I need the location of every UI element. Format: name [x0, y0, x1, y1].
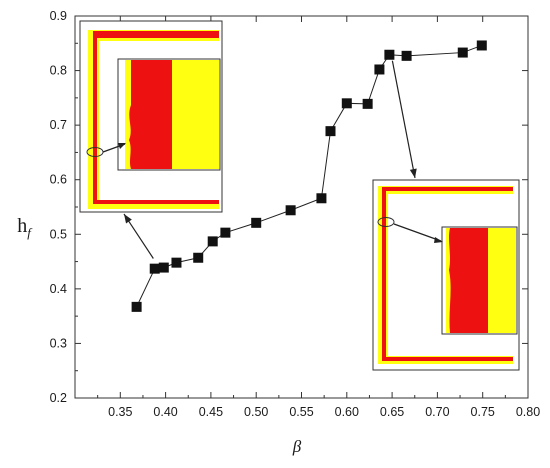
arrow-to-inset-right-head	[409, 168, 417, 178]
inset-left-zoom-red	[129, 60, 172, 169]
y-axis-title: hf	[17, 215, 33, 240]
x-tick-label: 0.40	[153, 405, 177, 419]
data-point	[158, 262, 169, 273]
data-point	[476, 40, 487, 51]
y-tick-label: 0.3	[50, 336, 67, 350]
data-point	[220, 227, 231, 238]
data-point	[251, 217, 262, 228]
data-point	[207, 236, 218, 247]
data-point	[341, 98, 352, 109]
x-tick-label: 0.70	[425, 405, 449, 419]
data-point	[316, 193, 327, 204]
x-tick-label: 0.65	[380, 405, 404, 419]
x-axis-title: β	[292, 437, 302, 456]
data-point	[285, 205, 296, 216]
data-point	[149, 263, 160, 274]
series-points-group	[131, 40, 487, 312]
inset-right-pointer-head	[434, 237, 443, 243]
inset-right-pointer-line	[393, 223, 442, 242]
inset-right	[372, 179, 520, 371]
data-point	[384, 49, 395, 60]
x-tick-label: 0.55	[289, 405, 313, 419]
arrows-group	[123, 60, 417, 259]
y-tick-label: 0.4	[50, 282, 67, 296]
data-point	[325, 126, 336, 137]
data-point	[374, 64, 385, 75]
arrow-to-inset-left-head	[124, 214, 132, 224]
x-tick-label: 0.35	[108, 405, 132, 419]
x-tick-label: 0.80	[516, 405, 540, 419]
y-tick-label: 0.8	[50, 64, 67, 78]
y-tick-label: 0.7	[50, 118, 67, 132]
x-tick-label: 0.45	[199, 405, 223, 419]
y-tick-label: 0.9	[50, 9, 67, 23]
data-point	[362, 98, 373, 109]
data-point	[457, 47, 468, 58]
x-tick-label: 0.50	[244, 405, 268, 419]
x-tick-label: 0.75	[471, 405, 495, 419]
inset-right-zoom-red	[449, 228, 488, 333]
x-tick-label: 0.60	[335, 405, 359, 419]
data-point	[131, 301, 142, 312]
y-tick-label: 0.6	[50, 173, 67, 187]
y-tick-label: 0.5	[50, 227, 67, 241]
data-point	[193, 252, 204, 263]
inset-left-pointer-head	[118, 143, 126, 149]
data-point	[401, 50, 412, 61]
inset-right-marker-ellipse	[377, 217, 395, 227]
ticks-group: 0.35 0.40 0.45 0.50 0.55 0.60 0.65 0.70 0.75 0.80…	[50, 9, 541, 419]
inset-left	[79, 20, 223, 213]
data-point	[171, 257, 182, 268]
arrow-to-inset-right-line	[391, 60, 416, 179]
y-tick-label: 0.2	[50, 391, 67, 405]
